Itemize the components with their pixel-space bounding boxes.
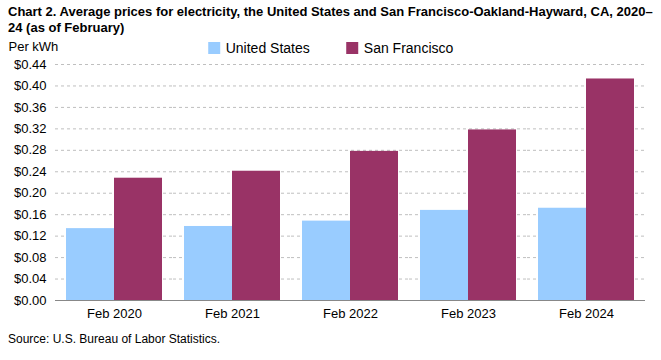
svg-text:$0.44: $0.44 bbox=[14, 57, 47, 72]
html-text:Chart 2. Average prices for el: Chart 2. Average prices for electricity,… bbox=[8, 4, 653, 35]
svg-text:$0.00: $0.00 bbox=[14, 293, 47, 308]
svg-text:Feb 2022: Feb 2022 bbox=[323, 306, 378, 321]
svg-text:Per kWh: Per kWh bbox=[9, 39, 59, 54]
svg-text:$0.16: $0.16 bbox=[14, 207, 47, 222]
svg-text:$0.32: $0.32 bbox=[14, 121, 47, 136]
svg-text:$0.12: $0.12 bbox=[14, 228, 47, 243]
svg-text:$0.36: $0.36 bbox=[14, 100, 47, 115]
svg-text:$0.40: $0.40 bbox=[14, 78, 47, 93]
svg-text:$0.04: $0.04 bbox=[14, 271, 47, 286]
svg-text:$0.08: $0.08 bbox=[14, 250, 47, 265]
svg-text:Feb 2020: Feb 2020 bbox=[87, 306, 142, 321]
html-text:United States: United States bbox=[225, 40, 310, 56]
svg-text:$0.24: $0.24 bbox=[14, 164, 47, 179]
svg-text:Feb 2023: Feb 2023 bbox=[441, 306, 496, 321]
svg-text:Feb 2024: Feb 2024 bbox=[559, 306, 614, 321]
svg-text:$0.20: $0.20 bbox=[14, 185, 47, 200]
svg-text:$0.28: $0.28 bbox=[14, 142, 47, 157]
html-text:Source: U.S. Bureau of Labor S: Source: U.S. Bureau of Labor Statistics. bbox=[8, 332, 221, 346]
svg-text:Feb 2021: Feb 2021 bbox=[205, 306, 260, 321]
html-text:San Francisco: San Francisco bbox=[363, 40, 454, 56]
